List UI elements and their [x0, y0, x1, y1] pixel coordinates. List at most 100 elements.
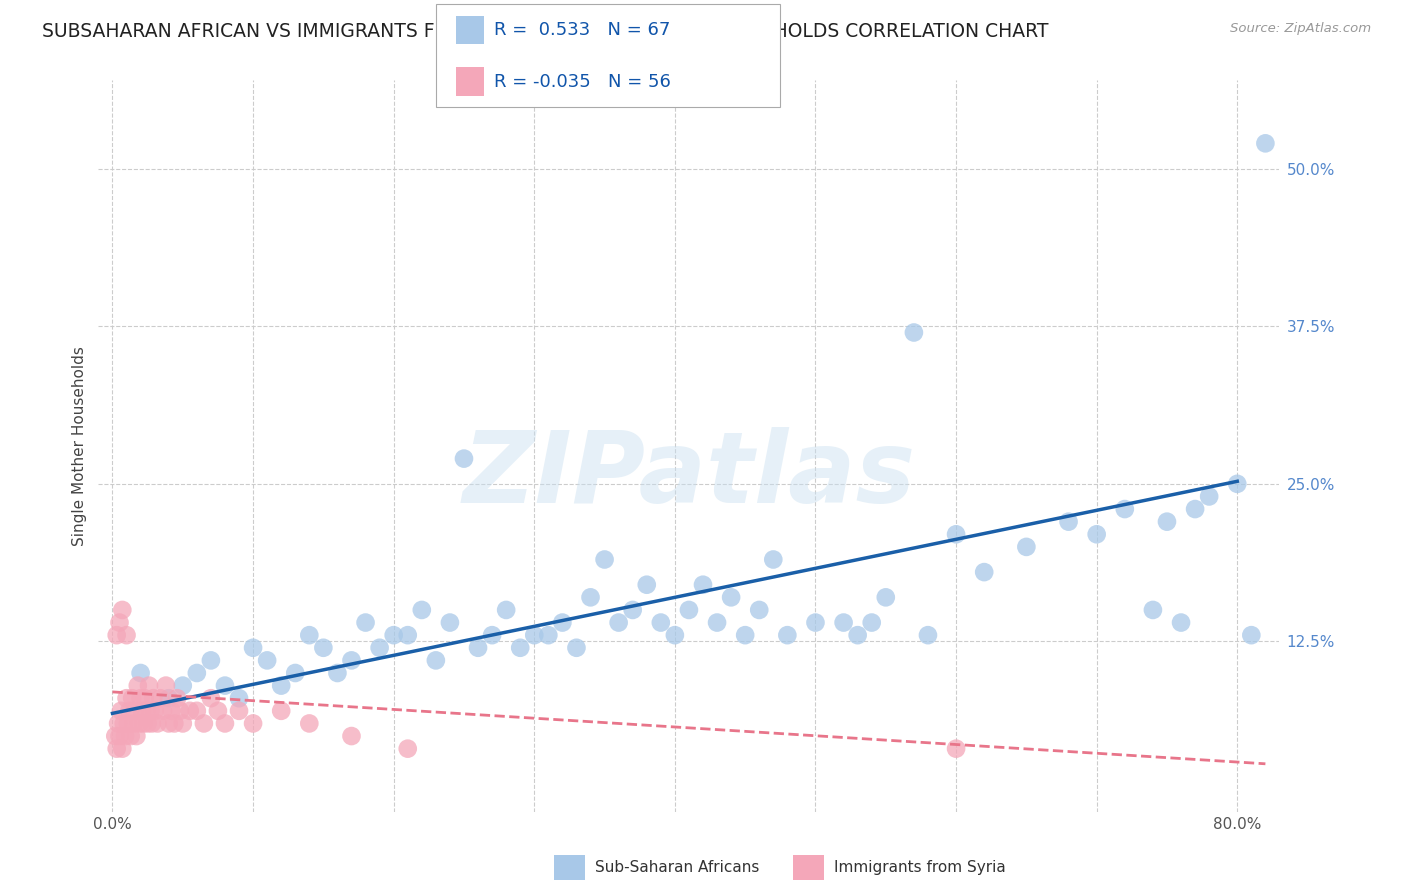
Point: [860, 615, 883, 630]
Point: [664, 628, 686, 642]
Text: SUBSAHARAN AFRICAN VS IMMIGRANTS FROM SYRIA SINGLE MOTHER HOUSEHOLDS CORRELATION: SUBSAHARAN AFRICAN VS IMMIGRANTS FROM SY…: [42, 22, 1049, 41]
Point: [169, 704, 191, 718]
Point: [200, 653, 222, 667]
Point: [720, 591, 742, 605]
Point: [762, 552, 785, 566]
Point: [1170, 615, 1192, 630]
Point: [172, 716, 194, 731]
Point: [111, 741, 134, 756]
Point: [117, 716, 139, 731]
Text: ZIPatlas: ZIPatlas: [463, 426, 915, 524]
Point: [270, 679, 292, 693]
Point: [149, 691, 172, 706]
Point: [945, 741, 967, 756]
Point: [108, 729, 131, 743]
Point: [124, 704, 146, 718]
Point: [804, 615, 827, 630]
Point: [776, 628, 799, 642]
Point: [270, 704, 292, 718]
Point: [139, 704, 162, 718]
Point: [1198, 490, 1220, 504]
Point: [636, 578, 658, 592]
Point: [155, 679, 177, 693]
Point: [1156, 515, 1178, 529]
Point: [110, 704, 132, 718]
Point: [1226, 476, 1249, 491]
Point: [114, 729, 136, 743]
Point: [193, 716, 215, 731]
Point: [134, 691, 156, 706]
Point: [509, 640, 531, 655]
Point: [122, 716, 145, 731]
Text: Source: ZipAtlas.com: Source: ZipAtlas.com: [1230, 22, 1371, 36]
Point: [340, 653, 363, 667]
Text: R = -0.035   N = 56: R = -0.035 N = 56: [494, 72, 671, 90]
Point: [179, 704, 201, 718]
Text: Immigrants from Syria: Immigrants from Syria: [834, 860, 1005, 874]
Point: [129, 691, 152, 706]
Point: [228, 691, 250, 706]
Point: [136, 716, 159, 731]
Point: [1184, 502, 1206, 516]
Point: [678, 603, 700, 617]
Point: [734, 628, 756, 642]
Point: [354, 615, 377, 630]
Point: [607, 615, 630, 630]
Point: [207, 704, 229, 718]
Point: [141, 716, 163, 731]
Point: [748, 603, 770, 617]
Text: R =  0.533   N = 67: R = 0.533 N = 67: [494, 21, 669, 39]
Point: [105, 741, 128, 756]
Point: [127, 679, 149, 693]
Point: [172, 679, 194, 693]
Point: [121, 691, 143, 706]
Point: [1085, 527, 1108, 541]
Point: [832, 615, 855, 630]
Point: [945, 527, 967, 541]
Point: [579, 591, 602, 605]
Point: [135, 704, 157, 718]
Point: [396, 741, 419, 756]
Point: [621, 603, 644, 617]
Point: [565, 640, 588, 655]
Point: [138, 679, 160, 693]
Point: [903, 326, 925, 340]
Point: [146, 716, 169, 731]
Point: [108, 615, 131, 630]
Point: [214, 716, 236, 731]
Point: [326, 665, 349, 680]
Point: [186, 665, 208, 680]
Point: [131, 704, 153, 718]
Point: [152, 704, 174, 718]
Point: [242, 640, 264, 655]
Point: [396, 628, 419, 642]
Point: [1057, 515, 1080, 529]
Point: [118, 704, 141, 718]
Point: [129, 665, 152, 680]
Point: [125, 729, 148, 743]
Point: [128, 716, 150, 731]
Point: [453, 451, 475, 466]
Point: [382, 628, 405, 642]
Point: [166, 691, 188, 706]
Point: [115, 691, 138, 706]
Point: [973, 565, 995, 579]
Point: [551, 615, 574, 630]
Point: [523, 628, 546, 642]
Point: [143, 704, 166, 718]
Point: [160, 704, 183, 718]
Point: [200, 691, 222, 706]
Point: [120, 729, 142, 743]
Point: [312, 640, 335, 655]
Point: [875, 591, 897, 605]
Point: [481, 628, 503, 642]
Point: [917, 628, 939, 642]
Point: [1142, 603, 1164, 617]
Point: [411, 603, 433, 617]
Point: [439, 615, 461, 630]
Point: [425, 653, 447, 667]
Point: [228, 704, 250, 718]
Point: [111, 603, 134, 617]
Point: [368, 640, 391, 655]
Point: [115, 628, 138, 642]
